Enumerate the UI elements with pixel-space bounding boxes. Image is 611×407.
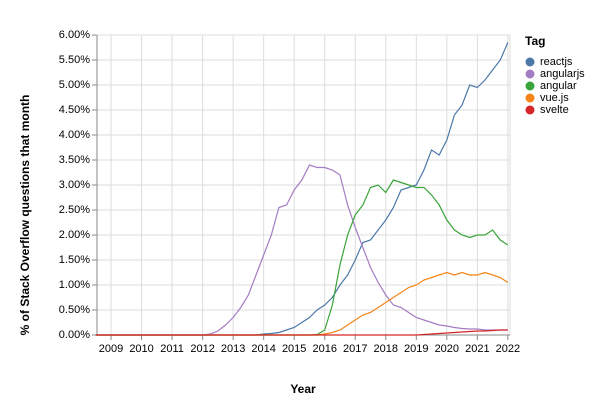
x-tick-label: 2012 [190,343,214,355]
x-tick-label: 2013 [221,343,245,355]
y-tick-label: 1.00% [59,279,90,291]
x-tick-label: 2017 [343,343,367,355]
x-tick-label: 2010 [129,343,153,355]
x-tick-label: 2020 [435,343,459,355]
legend-label: vue.js [540,92,569,104]
series-line [95,42,509,336]
x-tick-label: 2009 [99,343,123,355]
x-tick-label: 2021 [465,343,489,355]
y-tick-label: 3.00% [59,179,90,191]
y-tick-label: 6.00% [59,29,90,41]
legend-swatch [525,93,535,103]
legend-swatch [525,69,535,79]
y-tick-label: 5.00% [59,79,90,91]
y-tick-label: 2.00% [59,229,90,241]
y-axis-title: % of Stack Overflow questions that month [18,95,32,336]
series-line [95,329,508,336]
series-line [95,179,509,336]
legend-swatch [525,57,535,67]
legend-label: angular [540,80,577,92]
legend-swatch [525,81,535,91]
legend-label: svelte [540,104,569,116]
x-tick-label: 2011 [160,343,184,355]
x-tick-label: 2019 [404,343,428,355]
y-tick-label: 1.50% [59,254,90,266]
legend-swatch [525,105,535,115]
y-tick-label: 4.50% [59,104,90,116]
y-tick-label: 4.00% [59,129,90,141]
x-tick-label: 2018 [374,343,398,355]
y-tick-label: 0.00% [59,329,90,341]
legend-label: angularjs [540,68,585,80]
y-tick-label: 0.50% [59,304,90,316]
legend-title: Tag [525,34,545,48]
x-axis-title: Year [290,382,316,396]
x-tick-label: 2022 [496,343,520,355]
x-tick-label: 2016 [312,343,336,355]
y-tick-label: 2.50% [59,204,90,216]
y-tick-label: 5.50% [59,54,90,66]
legend-label: reactjs [540,56,573,68]
x-tick-label: 2014 [251,343,275,355]
x-tick-label: 2015 [282,343,306,355]
y-tick-label: 3.50% [59,154,90,166]
